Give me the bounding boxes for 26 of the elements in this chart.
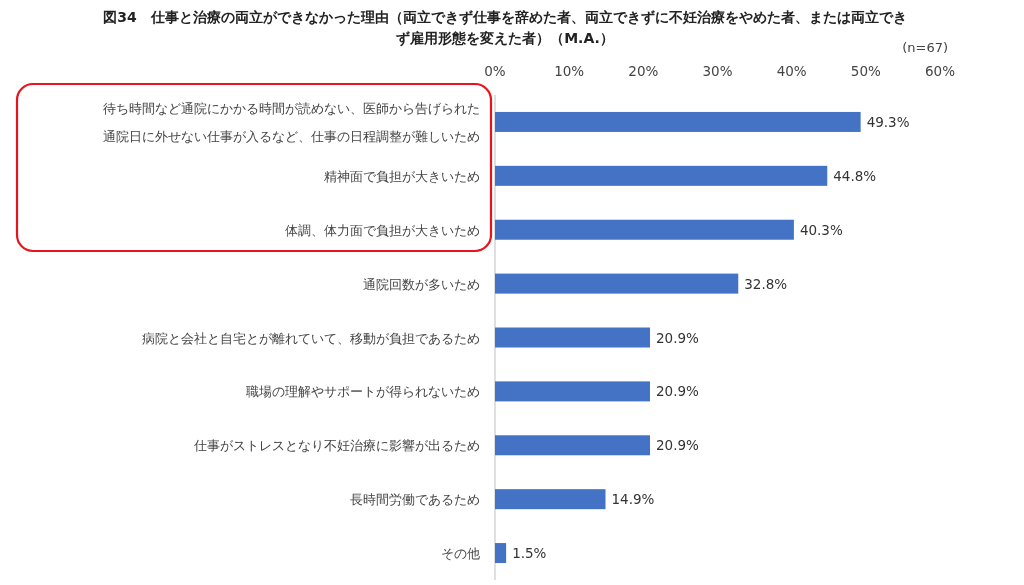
text: (n=67)	[902, 40, 948, 55]
y-tick-label: 病院と会社と自宅とが離れていて、移動が負担であるため	[142, 330, 480, 346]
y-tick-label: 体調、体力面で負担が大きいため	[285, 222, 480, 238]
x-tick-label: 20%	[628, 63, 659, 79]
data-label: 20.9%	[656, 329, 700, 346]
data-label: 14.9%	[611, 491, 655, 508]
data-label: 32.8%	[744, 275, 788, 292]
data-label: 1.5%	[512, 545, 547, 562]
data-label: 40.3%	[799, 221, 843, 238]
y-tick-label: 精神面で負担が大きいため	[324, 168, 480, 184]
y-tick-label: 通院回数が多いため	[363, 276, 480, 292]
y-tick-label: その他	[441, 546, 480, 562]
x-tick-label: 50%	[850, 63, 881, 79]
data-label: 49.3%	[866, 113, 910, 130]
x-tick-label: 40%	[776, 63, 807, 79]
y-tick-label: 職場の理解やサポートが得られないため	[246, 384, 480, 400]
x-tick-label: 60%	[924, 63, 956, 79]
x-tick-label: 0%	[484, 63, 506, 79]
data-label: 20.9%	[656, 437, 700, 454]
data-label: 44.8%	[833, 167, 877, 184]
data-label: 20.9%	[656, 383, 700, 400]
x-tick-label: 30%	[702, 63, 733, 79]
x-tick-label: 10%	[554, 63, 585, 79]
y-tick-label: 長時間労働であるため	[350, 492, 480, 508]
y-tick-label: 仕事がストレスとなり不妊治療に影響が出るため	[193, 438, 480, 454]
y-tick-label: 待ち時間など通院にかかる時間が読めない、医師から告げられた通院日に外せない仕事が入るなど、仕事の日程調整が難しいため	[103, 100, 480, 144]
